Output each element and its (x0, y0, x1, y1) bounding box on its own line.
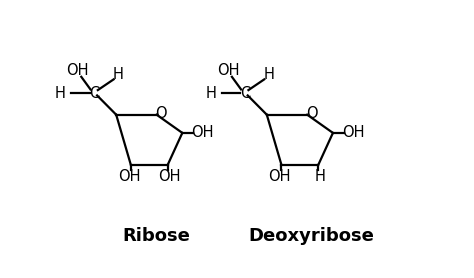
Text: OH: OH (268, 169, 291, 184)
Text: OH: OH (66, 63, 89, 78)
Text: Deoxyribose: Deoxyribose (248, 227, 374, 245)
Text: Ribose: Ribose (123, 227, 191, 245)
Text: C: C (89, 86, 99, 101)
Text: OH: OH (158, 169, 181, 184)
Text: O: O (306, 106, 318, 121)
Text: O: O (155, 106, 167, 121)
Text: OH: OH (217, 63, 239, 78)
Text: OH: OH (342, 125, 365, 140)
Text: OH: OH (191, 125, 214, 140)
Text: H: H (206, 86, 217, 101)
Text: H: H (263, 66, 274, 81)
Text: H: H (315, 169, 326, 184)
Text: H: H (113, 66, 123, 81)
Text: H: H (55, 86, 66, 101)
Text: OH: OH (118, 169, 140, 184)
Text: C: C (240, 86, 250, 101)
